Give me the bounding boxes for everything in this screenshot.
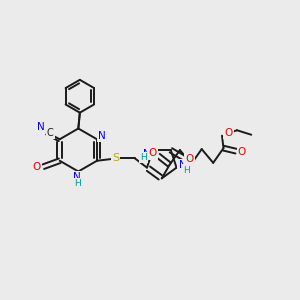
Text: O: O bbox=[33, 162, 41, 172]
Text: H: H bbox=[140, 153, 146, 162]
Text: N: N bbox=[178, 160, 186, 170]
Text: N: N bbox=[73, 172, 81, 182]
Text: H: H bbox=[74, 179, 81, 188]
Text: O: O bbox=[238, 147, 246, 157]
Text: O: O bbox=[149, 148, 157, 158]
Text: N: N bbox=[37, 122, 44, 132]
Text: N: N bbox=[98, 131, 106, 141]
Text: O: O bbox=[185, 154, 194, 164]
Text: C: C bbox=[47, 128, 53, 138]
Text: O: O bbox=[224, 128, 233, 138]
Text: S: S bbox=[112, 153, 119, 164]
Text: H: H bbox=[183, 166, 189, 175]
Text: N: N bbox=[143, 149, 151, 159]
